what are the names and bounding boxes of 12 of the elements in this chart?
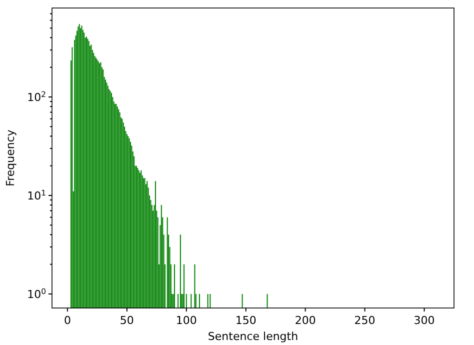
x-tick-label: 100 <box>176 314 197 327</box>
y-tick-label: 10$^{1}$ <box>27 188 46 202</box>
x-tick-label: 300 <box>414 314 435 327</box>
y-axis-title: Frequency <box>4 129 17 186</box>
x-axis-title: Sentence length <box>208 330 298 343</box>
x-tick-label: 0 <box>64 314 71 327</box>
y-tick-label: 10$^{0}$ <box>27 286 46 301</box>
x-tick-label: 200 <box>294 314 316 327</box>
x-tick-label: 150 <box>235 314 256 327</box>
x-tick-label: 250 <box>354 314 376 327</box>
x-tick-label: 50 <box>120 314 134 327</box>
y-tick-label: 10$^{2}$ <box>27 89 46 104</box>
